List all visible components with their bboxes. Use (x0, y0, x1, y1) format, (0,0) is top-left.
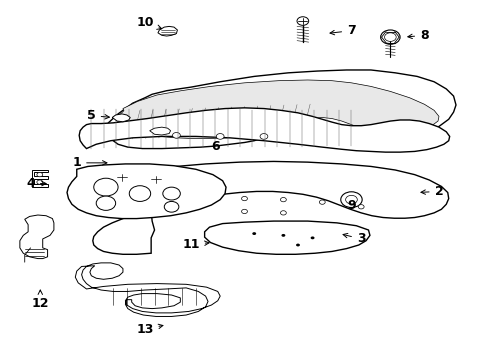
Circle shape (319, 200, 325, 204)
Circle shape (164, 202, 179, 212)
Circle shape (96, 196, 116, 210)
Circle shape (358, 204, 364, 209)
Circle shape (295, 244, 299, 247)
Polygon shape (93, 161, 448, 254)
Text: 10: 10 (136, 16, 161, 29)
Text: 4: 4 (26, 177, 46, 190)
Circle shape (380, 30, 399, 44)
Circle shape (384, 33, 395, 41)
Circle shape (37, 180, 42, 184)
Polygon shape (204, 221, 369, 254)
Circle shape (172, 132, 180, 138)
Circle shape (281, 234, 285, 237)
Circle shape (260, 134, 267, 139)
Text: 11: 11 (182, 238, 208, 251)
Circle shape (296, 17, 308, 25)
Text: 3: 3 (343, 233, 365, 246)
Circle shape (163, 187, 180, 200)
Polygon shape (31, 170, 47, 187)
Text: 2: 2 (420, 185, 443, 198)
Text: 5: 5 (87, 109, 109, 122)
Circle shape (94, 178, 118, 196)
Polygon shape (79, 108, 449, 152)
Circle shape (216, 134, 224, 139)
Text: 7: 7 (329, 24, 355, 37)
Circle shape (129, 186, 150, 202)
Circle shape (280, 211, 286, 215)
Polygon shape (112, 114, 130, 122)
Text: 13: 13 (136, 323, 163, 336)
Circle shape (252, 232, 256, 235)
Circle shape (280, 198, 286, 202)
Polygon shape (20, 215, 54, 258)
Circle shape (340, 192, 362, 207)
Text: 1: 1 (72, 156, 107, 169)
Text: 12: 12 (31, 290, 49, 310)
Polygon shape (158, 26, 177, 36)
Circle shape (241, 197, 247, 201)
Text: 8: 8 (407, 29, 428, 42)
Polygon shape (149, 127, 170, 135)
Circle shape (345, 195, 357, 204)
Polygon shape (106, 70, 455, 149)
Text: 6: 6 (211, 140, 219, 153)
Polygon shape (75, 263, 220, 316)
Circle shape (37, 172, 42, 177)
Text: 9: 9 (346, 198, 355, 212)
Circle shape (310, 237, 314, 239)
Polygon shape (67, 164, 225, 219)
Circle shape (241, 209, 247, 213)
Polygon shape (118, 80, 438, 139)
